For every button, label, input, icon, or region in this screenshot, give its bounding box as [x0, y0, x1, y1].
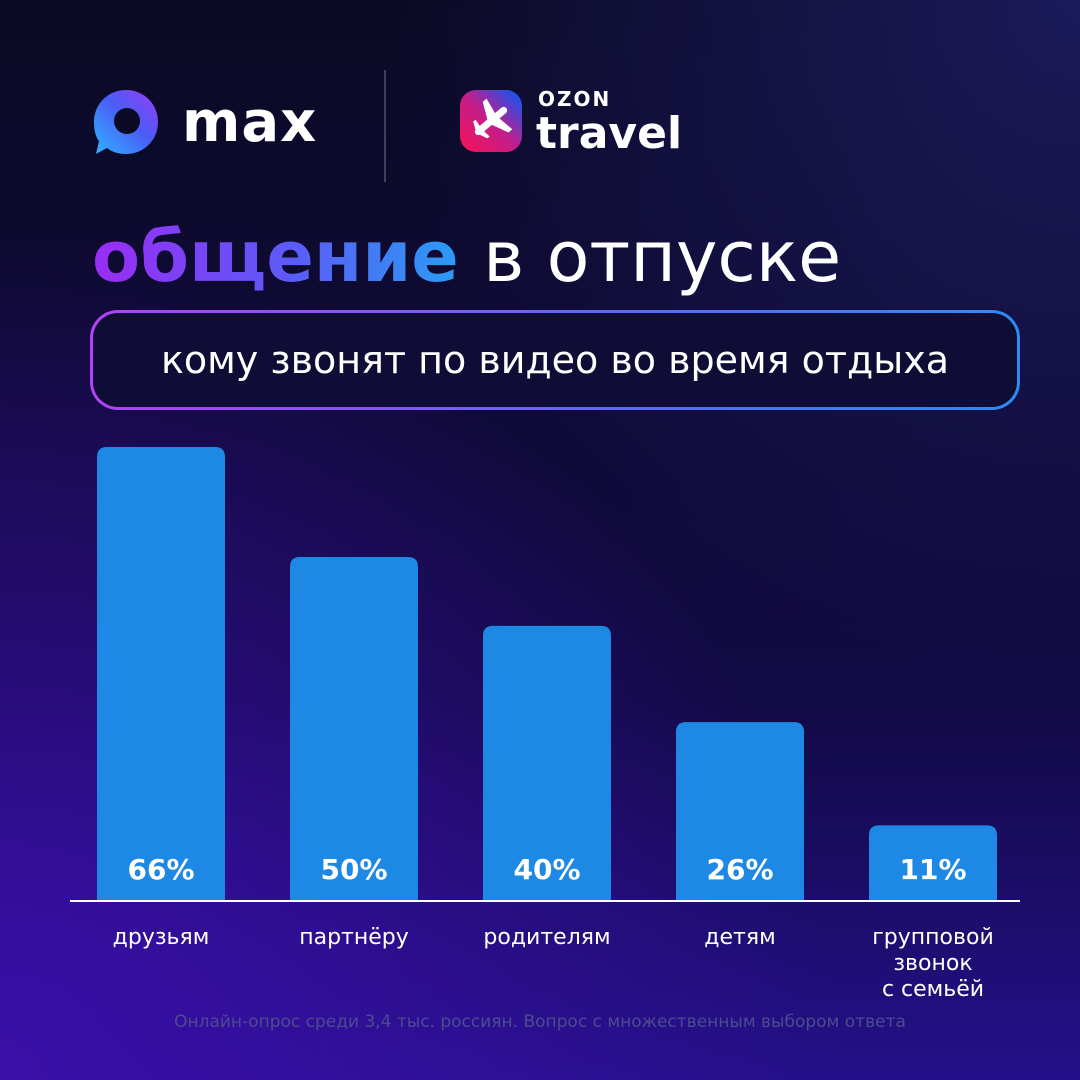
headline: общение в отпуске [92, 216, 841, 298]
ozon-wordmark: OZON [538, 87, 612, 111]
category-label-3: родителям [483, 925, 610, 950]
category-label-5: групповой звонок с семьёй [872, 925, 994, 1002]
bar-1 [97, 447, 225, 901]
category-label-1: друзьям [113, 925, 210, 950]
ozon-travel-plane-icon [460, 90, 522, 152]
logo-row: max OZON travel [0, 70, 1080, 185]
headline-accent: общение [92, 216, 459, 298]
value-label-2: 50% [320, 853, 387, 886]
bar-3 [483, 625, 611, 901]
travel-wordmark: travel [536, 108, 683, 159]
subtitle-box: кому звонят по видео во время отдыха [90, 310, 1020, 410]
max-logo-icon [94, 90, 158, 154]
bar-4 [676, 722, 804, 901]
headline-rest: в отпуске [483, 216, 842, 298]
bar-2 [290, 557, 418, 901]
category-label-4: детям [704, 925, 775, 950]
footnote: Онлайн-опрос среди 3,4 тыс. россиян. Воп… [174, 1012, 906, 1032]
max-wordmark: max [182, 90, 318, 155]
value-label-4: 26% [706, 853, 773, 886]
subtitle-text: кому звонят по видео во время отдыха [160, 338, 950, 382]
category-label-2: партнёру [299, 925, 409, 950]
bar-5 [869, 825, 997, 901]
logo-divider [384, 70, 386, 182]
value-label-5: 11% [899, 853, 966, 886]
value-label-1: 66% [127, 853, 194, 886]
value-label-3: 40% [513, 853, 580, 886]
